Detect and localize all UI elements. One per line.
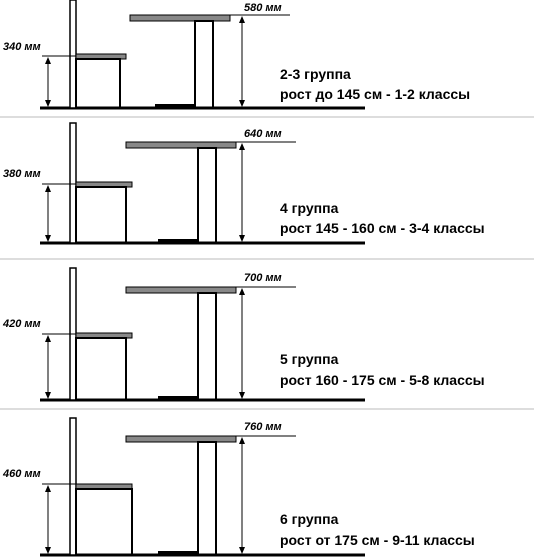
group-panel-4: 460 мм 760 мм 6 группа рост от 175 см - … [2, 417, 475, 557]
group-panel-1: 340 мм 580 мм 2-3 группа рост до 145 см … [3, 0, 470, 110]
chair [69, 122, 133, 244]
desk [125, 141, 237, 244]
group-panel-2: 380 мм 640 мм 4 группа рост 145 - 160 см… [3, 122, 485, 245]
group-panel-3: 420 мм 700 мм 5 группа рост 160 - 175 см… [2, 267, 485, 402]
chair-height-label: 460 мм [2, 468, 41, 480]
chair [69, 0, 127, 109]
group-description: рост 145 - 160 см - 3-4 классы [280, 220, 485, 236]
chair-height-label: 340 мм [3, 41, 41, 53]
group-description: рост 160 - 175 см - 5-8 классы [280, 372, 485, 388]
group-description: рост до 145 см - 1-2 классы [280, 86, 470, 102]
chair [69, 267, 133, 401]
group-label: 5 группа [280, 351, 339, 367]
chair-height-label: 420 мм [2, 318, 41, 330]
desk [125, 286, 237, 401]
table-height-label: 700 мм [244, 272, 282, 284]
table-height-label: 760 мм [244, 421, 282, 433]
chair-height-label: 380 мм [3, 168, 41, 180]
desk [129, 14, 231, 109]
group-label: 6 группа [280, 511, 339, 527]
group-label: 4 группа [280, 200, 339, 216]
group-label: 2-3 группа [280, 66, 351, 82]
desk [125, 435, 237, 556]
table-height-label: 640 мм [244, 128, 282, 140]
group-description: рост от 175 см - 9-11 классы [280, 532, 475, 548]
chair [69, 417, 133, 556]
table-height-label: 580 мм [244, 2, 282, 14]
